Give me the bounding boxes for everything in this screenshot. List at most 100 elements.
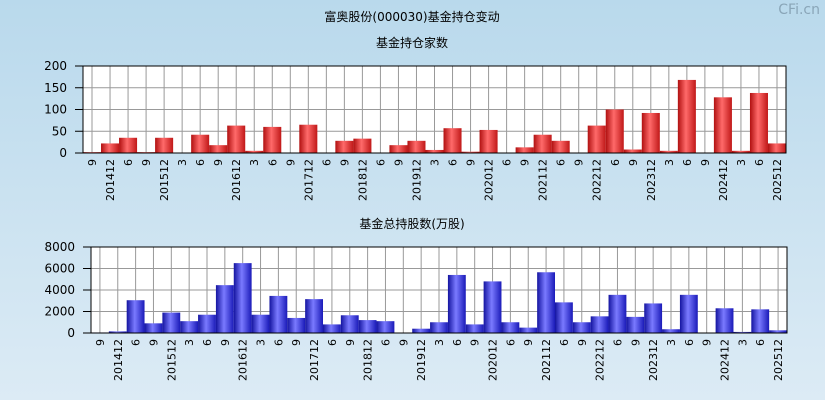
bar bbox=[269, 295, 288, 333]
y-tick-label: 0 bbox=[59, 146, 67, 160]
bar bbox=[572, 322, 591, 333]
bar bbox=[227, 125, 246, 153]
x-tick-label: 9 bbox=[219, 339, 232, 346]
bar bbox=[119, 137, 138, 153]
x-tick-label: 9 bbox=[147, 339, 160, 346]
bar bbox=[144, 323, 163, 333]
x-tick-label: 6 bbox=[374, 159, 387, 166]
x-tick-label: 202212 bbox=[594, 339, 607, 381]
x-tick-label: 3 bbox=[665, 339, 678, 346]
x-tick-label: 9 bbox=[701, 339, 714, 346]
x-tick-label: 201412 bbox=[104, 159, 117, 201]
x-tick-label: 3 bbox=[183, 339, 196, 346]
y-tick-label: 6000 bbox=[44, 262, 75, 276]
bar bbox=[155, 137, 174, 153]
bar bbox=[108, 331, 127, 333]
x-tick-label: 9 bbox=[573, 159, 586, 166]
bar bbox=[751, 309, 770, 333]
x-tick-label: 9 bbox=[699, 159, 712, 166]
bar bbox=[749, 92, 768, 153]
bar bbox=[733, 331, 752, 333]
x-tick-label: 202112 bbox=[537, 159, 550, 201]
x-tick-label: 9 bbox=[212, 159, 225, 166]
bar bbox=[215, 285, 234, 333]
y-tick-label: 100 bbox=[44, 103, 67, 117]
x-tick-label: 6 bbox=[130, 339, 143, 346]
bar bbox=[623, 149, 642, 153]
bar bbox=[551, 140, 570, 153]
bar bbox=[101, 143, 120, 153]
bar bbox=[587, 125, 606, 153]
bar bbox=[340, 315, 359, 333]
y-tick-label: 0 bbox=[67, 326, 75, 340]
page-title: 富奥股份(000030)基金持仓变动 bbox=[324, 9, 499, 24]
x-tick-label: 3 bbox=[429, 159, 442, 166]
x-tick-label: 9 bbox=[140, 159, 153, 166]
bar bbox=[335, 140, 354, 153]
x-tick-label: 9 bbox=[284, 159, 297, 166]
x-tick-label: 202412 bbox=[719, 339, 732, 381]
x-tick-label: 202412 bbox=[717, 159, 730, 201]
x-tick-label: 9 bbox=[392, 159, 405, 166]
bar bbox=[533, 134, 552, 153]
x-tick-label: 3 bbox=[176, 159, 189, 166]
bar bbox=[731, 150, 750, 153]
x-tick-label: 201912 bbox=[415, 339, 428, 381]
bar bbox=[245, 150, 264, 153]
x-tick-label: 201512 bbox=[165, 339, 178, 381]
x-tick-label: 9 bbox=[338, 159, 351, 166]
bar bbox=[263, 126, 282, 153]
x-tick-label: 6 bbox=[266, 159, 279, 166]
bar bbox=[389, 145, 408, 153]
bar bbox=[626, 316, 645, 333]
x-tick-label: 202512 bbox=[772, 339, 785, 381]
bar bbox=[767, 143, 786, 153]
bar bbox=[769, 330, 787, 333]
x-tick-label: 6 bbox=[754, 339, 767, 346]
x-tick-label: 201612 bbox=[230, 159, 243, 201]
x-tick-label: 202012 bbox=[483, 159, 496, 201]
x-tick-label: 6 bbox=[501, 159, 514, 166]
bar bbox=[443, 128, 462, 153]
bar bbox=[662, 329, 680, 333]
chart-title: 基金持仓家数 bbox=[376, 35, 448, 50]
bar bbox=[180, 321, 199, 333]
y-tick-label: 150 bbox=[44, 81, 67, 95]
bar bbox=[376, 321, 395, 333]
x-tick-label: 6 bbox=[194, 159, 207, 166]
bar bbox=[126, 300, 145, 333]
bar bbox=[287, 317, 306, 333]
x-tick-label: 6 bbox=[609, 159, 622, 166]
x-tick-label: 201812 bbox=[356, 159, 369, 201]
x-tick-label: 9 bbox=[290, 339, 303, 346]
x-tick-label: 201712 bbox=[308, 339, 321, 381]
x-tick-label: 6 bbox=[681, 159, 694, 166]
x-tick-label: 6 bbox=[753, 159, 766, 166]
x-tick-label: 202312 bbox=[647, 339, 660, 381]
bar bbox=[425, 149, 444, 153]
x-tick-label: 6 bbox=[320, 159, 333, 166]
bar bbox=[353, 138, 372, 153]
bar bbox=[251, 314, 270, 333]
x-tick-label: 9 bbox=[344, 339, 357, 346]
bar bbox=[715, 308, 734, 333]
bar bbox=[555, 302, 573, 333]
bar bbox=[590, 316, 609, 333]
x-tick-label: 6 bbox=[201, 339, 214, 346]
bar bbox=[483, 281, 502, 333]
y-tick-label: 200 bbox=[44, 59, 67, 73]
bar bbox=[519, 327, 538, 333]
bar bbox=[430, 322, 448, 333]
x-tick-label: 202512 bbox=[771, 159, 784, 201]
x-tick-label: 201912 bbox=[410, 159, 423, 201]
y-tick-label: 4000 bbox=[44, 283, 75, 297]
x-tick-label: 9 bbox=[522, 339, 535, 346]
bar bbox=[713, 97, 732, 153]
x-tick-label: 6 bbox=[611, 339, 624, 346]
bar bbox=[412, 328, 431, 333]
x-tick-label: 3 bbox=[255, 339, 268, 346]
x-tick-label: 201812 bbox=[362, 339, 375, 381]
x-tick-label: 9 bbox=[86, 159, 99, 166]
bar bbox=[605, 109, 624, 153]
bar bbox=[191, 134, 210, 153]
